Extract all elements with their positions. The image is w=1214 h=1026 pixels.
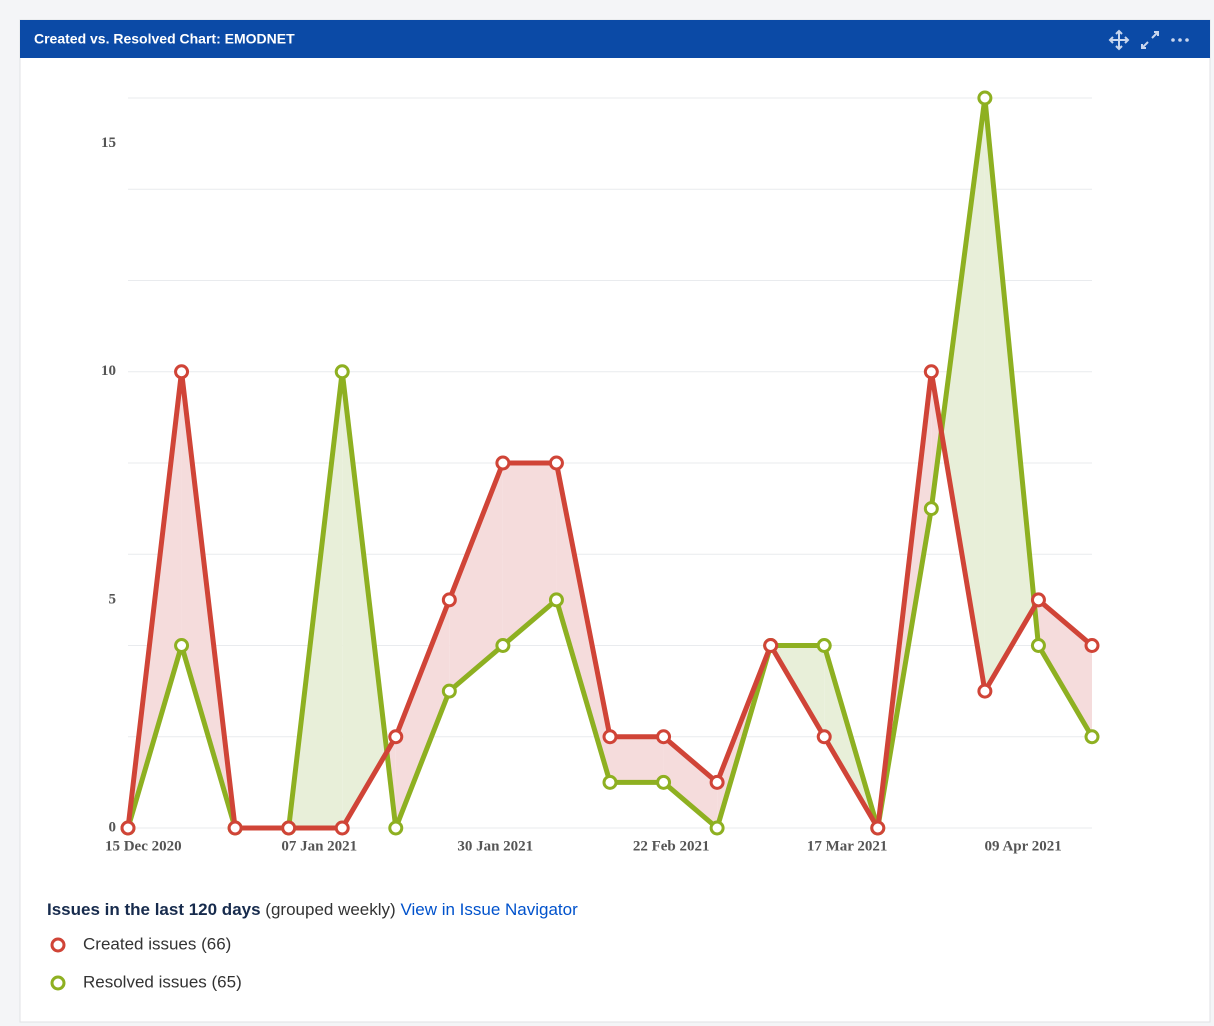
plot: 0 5 10 15 15 Dec 2020 07 Jan 2021 30 Jan 2021 2… (101, 90, 1100, 854)
data-point (709, 820, 725, 836)
data-point (977, 90, 993, 106)
data-point (602, 774, 618, 790)
data-point (120, 820, 136, 836)
legend-note: (grouped weekly) (265, 900, 395, 919)
data-point (441, 683, 457, 699)
header-icons[interactable] (1108, 29, 1159, 51)
data-point (656, 729, 672, 745)
x-tick-label: 30 Jan 2021 (457, 838, 533, 854)
data-point (1084, 638, 1100, 653)
data-point (763, 638, 779, 653)
data-point (709, 774, 725, 790)
data-point (1030, 638, 1046, 653)
x-tick-label: 17 Mar 2021 (807, 838, 888, 854)
data-point (870, 820, 886, 836)
legend-title: Issues in the last 120 days (47, 900, 261, 919)
y-tick-label: 10 (101, 363, 116, 379)
x-tick-label: 09 Apr 2021 (985, 838, 1062, 854)
more-icon[interactable] (1171, 38, 1189, 42)
data-point (816, 729, 832, 745)
data-point (227, 820, 243, 836)
data-point (1084, 729, 1100, 745)
difference-area (502, 463, 557, 646)
data-point (334, 364, 350, 380)
data-point (548, 455, 564, 471)
issue-navigator-link[interactable]: View in Issue Navigator (400, 900, 578, 919)
data-point (977, 683, 993, 699)
legend-marker (50, 975, 66, 991)
gadget-header (20, 20, 1210, 58)
difference-area (449, 463, 503, 692)
data-point (334, 820, 350, 836)
legend-caption: Issues in the last 120 days (grouped wee… (47, 900, 578, 919)
gadget-title: Created vs. Resolved Chart: EMODNET (34, 31, 295, 47)
data-point (174, 364, 190, 380)
legend-marker (50, 937, 66, 953)
difference-area (610, 736, 664, 783)
y-tick-label: 0 (109, 819, 117, 835)
difference-area (395, 599, 450, 828)
x-tick-label: 15 Dec 2020 (105, 838, 182, 854)
data-point (923, 364, 939, 380)
y-tick-label: 15 (101, 135, 116, 151)
data-point (923, 501, 939, 517)
y-tick-label: 5 (109, 591, 117, 607)
data-point (174, 638, 190, 653)
data-point (548, 592, 564, 608)
data-point (816, 638, 832, 653)
data-point (388, 729, 404, 745)
difference-area (941, 98, 985, 692)
data-point (388, 820, 404, 836)
data-point (495, 455, 511, 471)
x-tick-label: 07 Jan 2021 (281, 838, 357, 854)
difference-area (663, 736, 718, 828)
legend-label: Resolved issues (65) (83, 972, 242, 991)
data-point (1030, 592, 1046, 608)
data-point (656, 774, 672, 790)
data-point (495, 638, 511, 653)
data-point (281, 820, 297, 836)
legend-label: Created issues (66) (83, 934, 231, 953)
data-point (441, 592, 457, 608)
x-tick-label: 22 Feb 2021 (633, 838, 710, 854)
data-point (602, 729, 618, 745)
